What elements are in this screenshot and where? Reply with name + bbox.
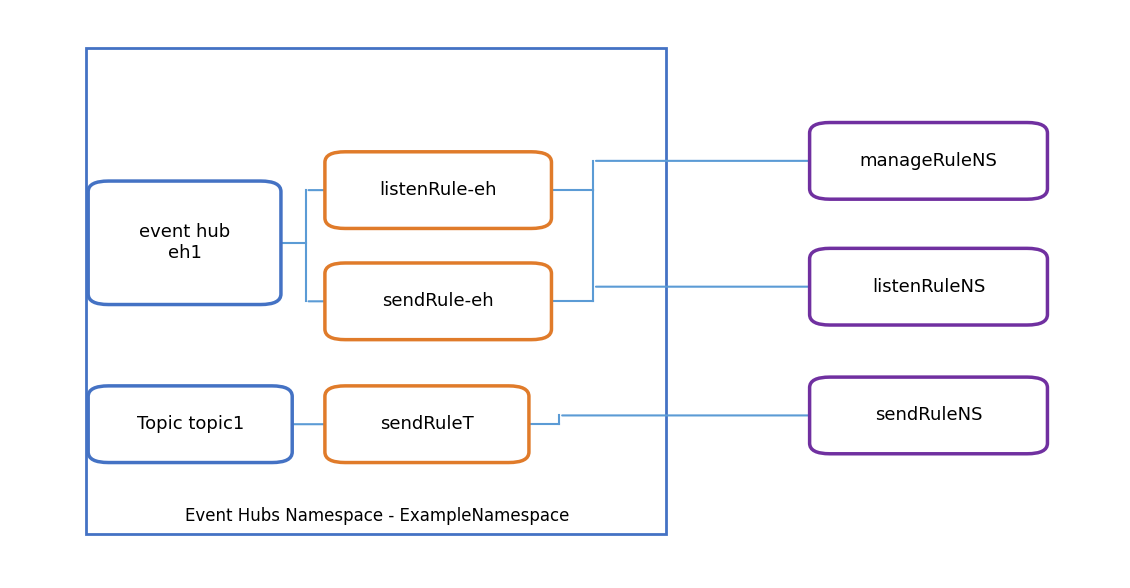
FancyBboxPatch shape [88,181,281,305]
Text: listenRuleNS: listenRuleNS [872,278,985,296]
FancyBboxPatch shape [809,122,1048,199]
Text: event hub
eh1: event hub eh1 [139,223,231,262]
Text: Topic topic1: Topic topic1 [137,415,244,433]
Text: listenRule-eh: listenRule-eh [380,181,497,199]
Text: sendRule-eh: sendRule-eh [382,292,494,310]
Text: sendRuleNS: sendRuleNS [875,406,982,425]
FancyBboxPatch shape [809,377,1048,454]
FancyBboxPatch shape [88,386,293,463]
Text: Event Hubs Namespace - ExampleNamespace: Event Hubs Namespace - ExampleNamespace [184,507,568,525]
FancyBboxPatch shape [86,48,667,534]
Text: sendRuleT: sendRuleT [380,415,473,433]
FancyBboxPatch shape [325,152,551,229]
FancyBboxPatch shape [325,263,551,340]
FancyBboxPatch shape [809,248,1048,325]
FancyBboxPatch shape [325,386,529,463]
Text: manageRuleNS: manageRuleNS [860,152,998,170]
